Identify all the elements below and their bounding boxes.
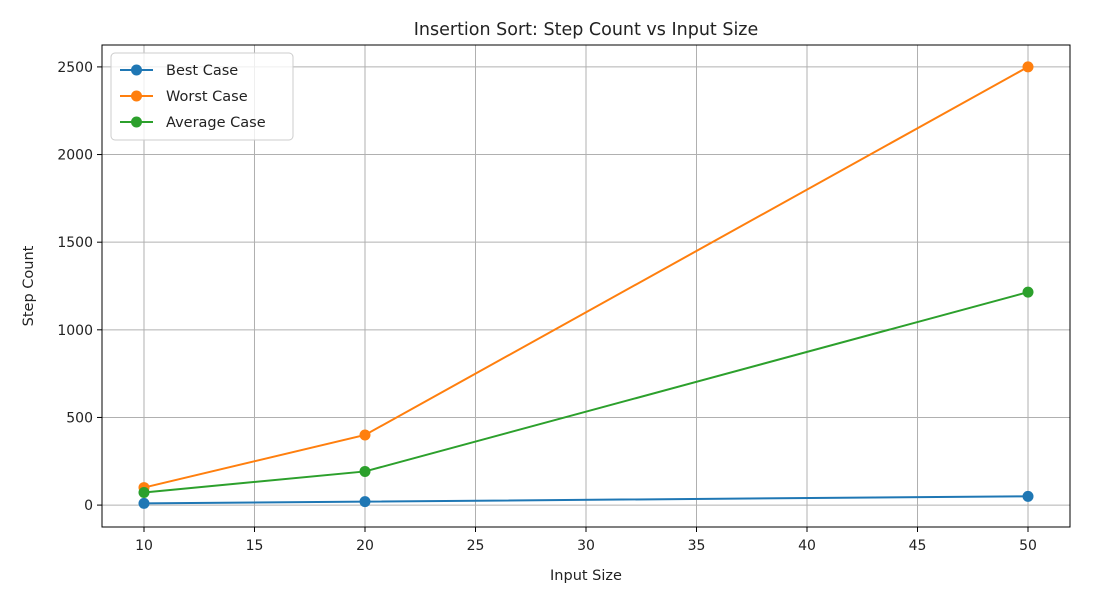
- x-tick-label: 30: [577, 538, 595, 554]
- data-point-worst-case: [359, 429, 371, 441]
- data-point-best-case: [359, 496, 371, 508]
- series-lines: [138, 61, 1034, 509]
- chart-title: Insertion Sort: Step Count vs Input Size: [414, 20, 759, 40]
- legend-marker-best-case: [131, 64, 142, 76]
- data-point-best-case: [138, 497, 150, 509]
- y-tick-label: 2500: [57, 60, 93, 76]
- legend-label-average-case: Average Case: [166, 115, 266, 131]
- x-tick-label: 25: [467, 538, 485, 554]
- x-tick-label: 35: [688, 538, 706, 554]
- data-point-average-case: [138, 486, 150, 498]
- x-axis-title: Input Size: [550, 568, 622, 584]
- x-tick-label: 15: [246, 538, 264, 554]
- legend-marker-average-case: [131, 116, 142, 128]
- x-tick-label: 10: [135, 538, 153, 554]
- legend-label-best-case: Best Case: [166, 63, 238, 79]
- y-tick-label: 0: [84, 498, 93, 514]
- legend-box: [110, 52, 294, 141]
- y-tick-label: 1000: [57, 323, 93, 339]
- data-point-worst-case: [1022, 61, 1034, 73]
- y-tick-label: 500: [66, 410, 93, 426]
- data-point-best-case: [1022, 490, 1034, 502]
- x-tick-label: 40: [798, 538, 816, 554]
- y-tick-label: 2000: [57, 148, 93, 164]
- legend-marker-worst-case: [131, 90, 142, 102]
- y-tick-label: 1500: [57, 235, 93, 251]
- data-point-average-case: [1022, 286, 1034, 298]
- x-tick-label: 20: [356, 538, 374, 554]
- y-axis-title: Step Count: [21, 245, 37, 326]
- x-tick-label: 45: [909, 538, 927, 554]
- data-point-average-case: [359, 465, 371, 477]
- legend-label-worst-case: Worst Case: [166, 89, 248, 105]
- grid-lines: [102, 45, 1070, 527]
- x-tick-label: 50: [1019, 538, 1037, 554]
- legend: Best Case Worst Case Average Case: [110, 52, 294, 141]
